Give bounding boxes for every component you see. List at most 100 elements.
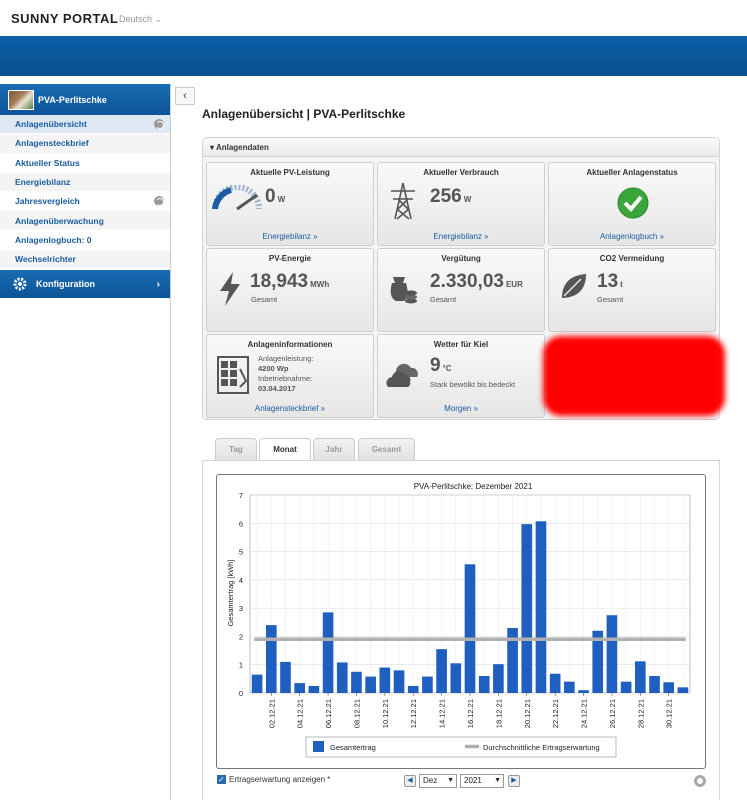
solar-panel-icon (217, 356, 249, 394)
value: 256 (430, 186, 462, 207)
energiebilanz-link[interactable]: Energiebilanz » (433, 232, 489, 241)
plant-name: PVA-Perlitschke (38, 94, 107, 105)
tab-tag[interactable]: Tag (215, 438, 257, 460)
unit: EUR (505, 280, 523, 289)
subtitle: Gesamt (430, 295, 457, 304)
panel-header[interactable]: ▾ Anlagendaten (203, 138, 719, 157)
sidebar-item-wechselrichter[interactable]: Wechselrichter (0, 250, 170, 270)
chevron-down-icon: ▼ (494, 777, 501, 784)
cloudy-icon (386, 363, 418, 387)
bar-13.12.21 (422, 676, 433, 693)
y-tick-label: 5 (239, 548, 243, 557)
x-tick-label: 28.12.21 (636, 699, 645, 728)
bar-06.12.21 (322, 612, 334, 693)
gear-icon (13, 277, 27, 291)
sidebar-item-label: Anlagenlogbuch: 0 (15, 234, 92, 245)
x-tick-label: 20.12.21 (523, 699, 532, 728)
temperature-value: 9 °C (430, 355, 452, 377)
bar-09.12.21 (365, 676, 376, 693)
bar-08.12.21 (351, 671, 362, 693)
morgen-link[interactable]: Morgen » (444, 404, 478, 413)
capacity-label: Anlagenleistung: (258, 354, 314, 363)
x-tick-label: 16.12.21 (466, 699, 475, 728)
unit: MWh (310, 280, 330, 289)
x-tick-label: 04.12.21 (296, 699, 305, 728)
y-tick-label: 2 (239, 632, 243, 641)
bar-22.12.21 (549, 673, 561, 693)
subtitle: Gesamt (597, 295, 624, 304)
capacity-value: 4200 Wp (258, 364, 289, 373)
language-label: Deutsch (119, 14, 153, 24)
sidebar-item-konfiguration[interactable]: Konfiguration › (0, 270, 170, 299)
anlagenlogbuch-link[interactable]: Anlagenlogbuch » (599, 232, 665, 241)
sidebar-item-anlagensteckbrief[interactable]: Anlagensteckbrief (0, 134, 170, 154)
checkbox-icon[interactable]: ✓ (217, 775, 226, 784)
sidebar-item-energiebilanz[interactable]: Energiebilanz (0, 172, 170, 193)
sidebar-plant-header[interactable]: PVA-Perlitschke (0, 84, 170, 115)
anlagensteckbrief-link[interactable]: Anlagensteckbrief » (254, 404, 326, 413)
y-tick-label: 4 (239, 576, 243, 585)
tile-co2: CO2 Vermeidung 13 t Gesamt (548, 248, 716, 332)
sidebar-item-anlagenuebersicht[interactable]: Anlagenübersicht (0, 115, 170, 135)
value: 0 (265, 186, 276, 207)
tile-anlagenstatus: Aktueller Anlagenstatus Anlagenlogbuch » (548, 162, 716, 246)
collapse-sidebar-button[interactable]: ‹ (175, 87, 195, 105)
y-tick-label: 6 (239, 519, 243, 528)
x-tick-label: 14.12.21 (438, 699, 447, 728)
x-tick-label: 26.12.21 (608, 699, 617, 728)
plant-avatar (8, 89, 34, 110)
commissioning-value: 03.04.2017 (258, 384, 296, 393)
tile-anlageninformationen: Anlageninformationen Anlagenleistung: 42… (206, 334, 374, 418)
x-tick-label: 12.12.21 (409, 699, 418, 728)
next-month-button[interactable]: ▶ (508, 775, 520, 787)
bar-15.12.21 (450, 663, 462, 693)
sidebar-item-anlagenueberwachung[interactable]: Anlagenüberwachung (0, 211, 170, 231)
bar-18.12.21 (493, 664, 504, 693)
energiebilanz-link[interactable]: Energiebilanz » (262, 232, 318, 241)
value: 18,943 (250, 271, 309, 292)
tile-verbrauch: Aktueller Verbrauch 256 W Energiebilanz » (377, 162, 545, 246)
tab-jahr[interactable]: Jahr (313, 438, 355, 460)
x-tick-label: 18.12.21 (494, 699, 503, 728)
top-bar: SUNNY PORTAL Deutsch ⌄ (0, 0, 747, 36)
sidebar-item-jahresvergleich[interactable]: Jahresvergleich (0, 192, 170, 212)
x-tick-label: 30.12.21 (665, 699, 674, 728)
tile-wetter: Wetter für Kiel 9 °C Stark bewölkt bis be… (377, 334, 545, 418)
prev-month-button[interactable]: ◀ (404, 775, 416, 787)
bar-28.12.21 (635, 661, 646, 693)
settings-gear-icon[interactable] (694, 775, 706, 787)
sidebar-item-label: Energiebilanz (15, 177, 71, 188)
tile-title: Vergütung (441, 254, 481, 263)
tab-gesamt[interactable]: Gesamt (358, 438, 415, 460)
bar-30.12.21 (663, 682, 675, 693)
x-tick-label: 22.12.21 (551, 699, 560, 728)
power-pylon-icon (391, 182, 415, 220)
money-bag-icon (390, 277, 417, 304)
sidebar-item-label: Jahresvergleich (15, 196, 80, 207)
language-select[interactable]: Deutsch ⌄ (119, 14, 163, 24)
bar-03.12.21 (280, 661, 291, 693)
gauge-icon (212, 185, 262, 211)
sidebar-item-anlagenlogbuch[interactable]: Anlagenlogbuch: 0 (0, 231, 170, 251)
unit: °C (442, 364, 452, 373)
bar-19.12.21 (507, 627, 518, 693)
consumption-value: 256 W (430, 186, 471, 208)
brand-logo[interactable]: SUNNY PORTAL (11, 11, 119, 26)
legend-label-erwartung: Durchschnittliche Ertragserwartung (483, 743, 600, 752)
year-select[interactable]: 2021 ▼ (460, 774, 504, 788)
month-select[interactable]: Dez ▼ (419, 774, 457, 788)
tile-verguetung: Vergütung 2.330,03 EUR Gesamt (377, 248, 545, 332)
year-value: 2021 (464, 776, 482, 785)
bar-17.12.21 (478, 676, 490, 693)
sidebar-item-aktueller-status[interactable]: Aktueller Status (0, 154, 170, 173)
unit: t (620, 280, 623, 289)
bar-23.12.21 (564, 681, 575, 693)
axes: 0 1 2 3 4 5 6 7 02.12.21 04.12.21 06.12.21 08.12.21… (239, 491, 674, 728)
expectation-checkbox[interactable]: ✓ Ertragserwartung anzeigen * (217, 775, 330, 784)
tile-title: CO2 Vermeidung (599, 254, 665, 263)
tab-monat[interactable]: Monat (259, 438, 311, 461)
value: 13 (597, 271, 619, 292)
weather-description: Stark bewölkt bis bedeckt (430, 380, 516, 389)
